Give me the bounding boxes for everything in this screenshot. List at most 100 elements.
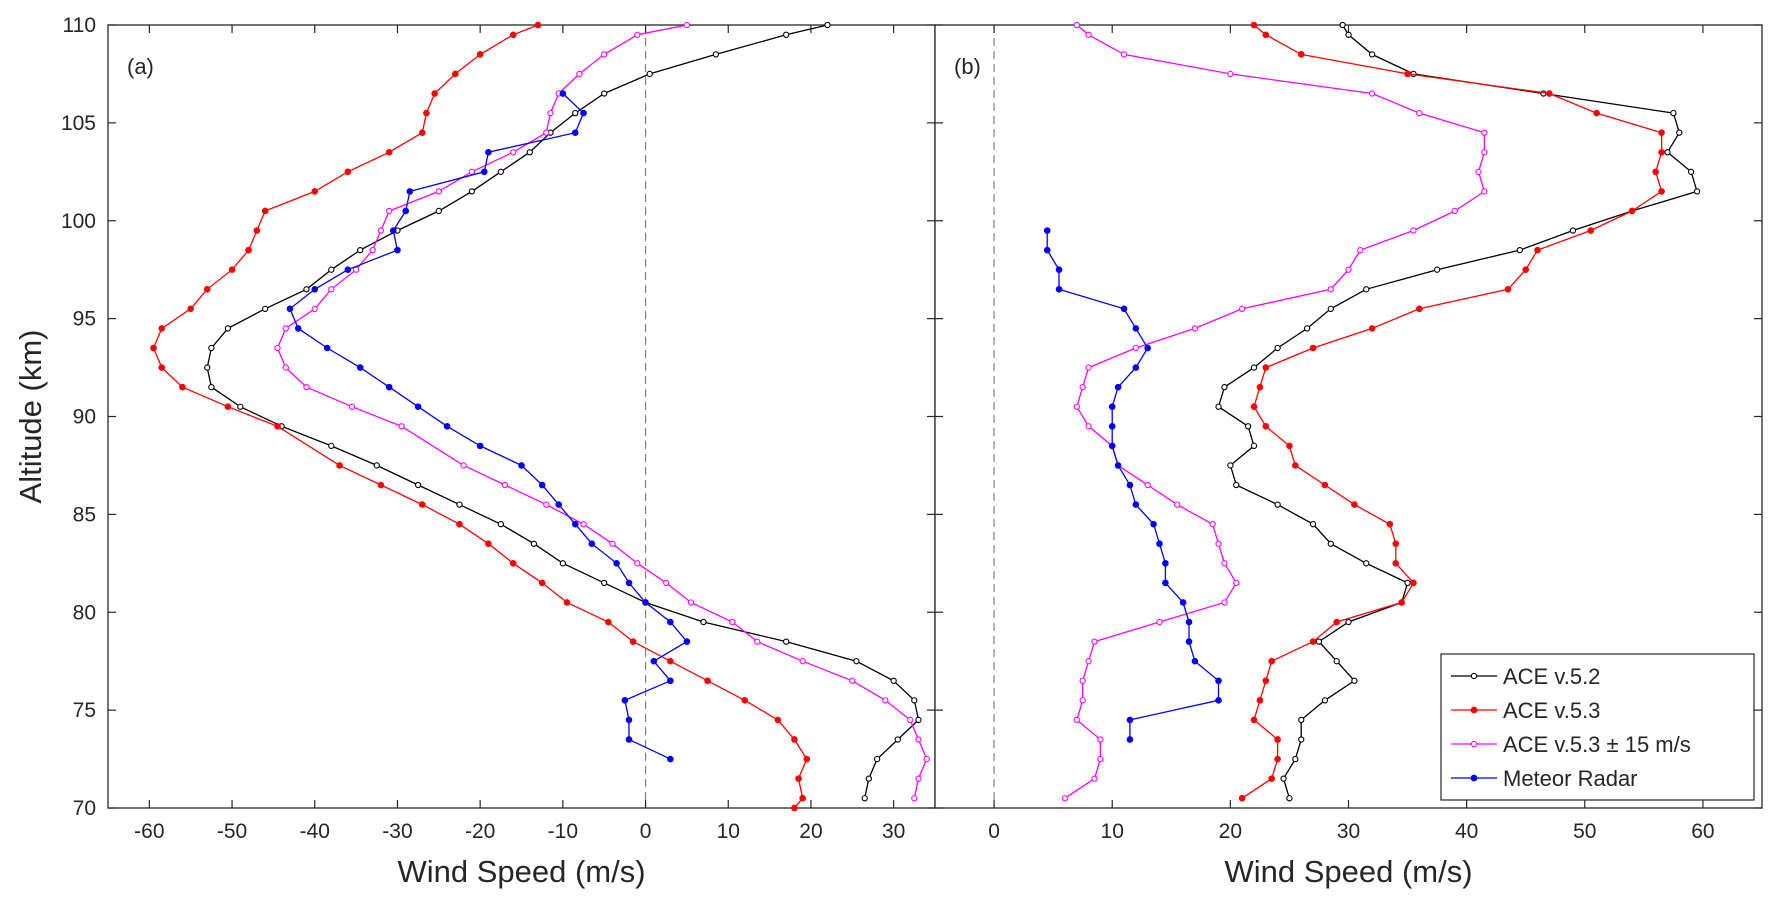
panel-b-series-ace-v-5-3-point [1351, 501, 1358, 508]
panel-a-series-ace-v-5-2-point [861, 795, 868, 802]
panel-a-series-meteor-radar-point [555, 501, 563, 508]
panel-b-series-ace-v-5-3-point [1238, 794, 1246, 802]
panel-a-series-ace-v-5-3-point [791, 736, 798, 743]
panel-a-series-ace-v-5-3-15-m-s-point [754, 638, 761, 645]
panel-a-series-ace-v-5-3-point [629, 638, 637, 645]
panel-b-series-ace-v-5-2-point [1286, 795, 1293, 802]
panel-b-series-meteor-radar-point [1126, 736, 1134, 743]
panel-a-series-meteor-radar-point [443, 422, 451, 430]
panel-a-series-ace-v-5-3-point [228, 266, 236, 273]
panel-a-series-ace-v-5-3-point [261, 207, 269, 215]
panel-b-series-ace-v-5-2-point [1569, 227, 1577, 234]
panel-b-series-ace-v-5-2-point [1516, 246, 1523, 254]
panel-b-series-ace-v-5-3-point [1546, 90, 1553, 97]
panel-b-series-ace-v-5-3-15-m-s-point [1481, 149, 1488, 156]
panel-a-series-ace-v-5-3-point [485, 540, 492, 548]
panel-a-series-ace-v-5-3-15-m-s-point [369, 246, 376, 254]
panel-a-series-ace-v-5-2-point [261, 305, 269, 312]
panel-b-series-ace-v-5-3-15-m-s-point [1085, 423, 1092, 430]
legend-item-ace-v-5-3-15-m-s-label: ACE v.5.3 ± 15 m/s [1503, 732, 1691, 757]
panel-b-series-ace-v-5-3-point [1309, 344, 1317, 352]
panel-a-series-ace-v-5-3-point [311, 188, 319, 195]
panel-a-series-ace-v-5-3-15-m-s-point [303, 383, 310, 391]
panel-a-series-meteor-radar-point [625, 736, 633, 743]
panel-b-series-ace-v-5-3-point [1522, 266, 1530, 273]
panel-b-series-ace-v-5-3-15-m-s-point [1085, 364, 1092, 371]
panel-a-plot-area [107, 24, 936, 809]
panel-b-series-ace-v-5-3-15-m-s-point [1239, 305, 1246, 312]
panel-b-series-ace-v-5-3-point [1410, 579, 1417, 587]
panel-b-series-ace-v-5-3-15-m-s-point [1209, 521, 1216, 528]
panel-a-series-meteor-radar-point [625, 579, 633, 587]
panel-a-series-ace-v-5-3-15-m-s-point [634, 31, 641, 38]
panel-b-series-ace-v-5-3-15-m-s-point [1191, 325, 1199, 332]
panel-a-series-meteor-radar-point [613, 560, 620, 567]
panel-a-series-ace-v-5-3-15-m-s-point [274, 344, 281, 352]
panel-a-y-tick-label: 100 [61, 210, 96, 233]
panel-a-series-ace-v-5-3-point [431, 90, 438, 97]
panel-b-series-meteor-radar-point [1132, 364, 1140, 371]
panel-b-series-ace-v-5-3-15-m-s-point [1368, 90, 1376, 97]
panel-b-series-ace-v-5-3-point [1297, 51, 1305, 58]
panel-b-series-ace-v-5-2-point [1345, 31, 1352, 38]
panel-a-series-ace-v-5-2-point [497, 168, 504, 175]
panel-a-series-ace-v-5-2-point [357, 246, 364, 254]
panel-a-series-ace-v-5-2-point [328, 442, 335, 450]
panel-b-series-meteor-radar-point [1162, 579, 1169, 587]
panel-b-series-ace-v-5-3-15-m-s-point [1085, 31, 1092, 38]
panel-b-series-ace-v-5-2-point [1351, 677, 1358, 684]
panel-a-series-ace-v-5-3-15-m-s-point [849, 677, 856, 684]
panel-a-series-ace-v-5-3-point [179, 383, 186, 391]
panel-b-series-ace-v-5-3-point [1309, 638, 1317, 645]
panel-a-series-ace-v-5-2-point [890, 677, 897, 684]
panel-a-series-meteor-radar-point [286, 305, 294, 313]
panel-a-x-tick-label: 20 [799, 820, 822, 843]
panel-a-series-ace-v-5-3-15-m-s-point [601, 51, 608, 58]
panel-b-series-meteor-radar-point [1114, 383, 1122, 391]
panel-a-series-ace-v-5-2-point [915, 716, 922, 724]
panel-a-series-ace-v-5-3-point [158, 364, 166, 371]
panel-a-series-meteor-radar-point [621, 697, 629, 704]
panel-b-series-meteor-radar-point [1043, 246, 1051, 254]
panel-a-series-ace-v-5-3-point [253, 227, 261, 234]
panel-a-series-meteor-radar-point [580, 109, 587, 117]
panel-b-series-ace-v-5-3-15-m-s-point [1132, 344, 1139, 352]
panel-a-series-meteor-radar-point [518, 462, 525, 469]
panel-b-series-ace-v-5-2-point [1321, 697, 1329, 704]
panel-b-series-ace-v-5-2-point [1250, 364, 1258, 371]
panel-b-series-ace-v-5-3-point [1333, 618, 1340, 626]
panel-a-series-meteor-radar-point [588, 540, 596, 548]
panel-b-series-ace-v-5-3-point [1416, 305, 1423, 313]
panel-b-x-axis-label: Wind Speed (m/s) [1224, 854, 1472, 889]
panel-a-series-ace-v-5-2-point [824, 21, 831, 29]
panel-b-series-ace-v-5-3-15-m-s-point [1079, 383, 1086, 391]
panel-b-series-meteor-radar-point [1156, 540, 1163, 548]
panel-a-x-tick-label: 0 [640, 820, 652, 843]
panel-a-series-ace-v-5-3-15-m-s-point [398, 423, 405, 430]
panel-a-series-ace-v-5-3-15-m-s-point [547, 109, 554, 117]
panel-b-series-ace-v-5-3-point [1274, 755, 1281, 763]
panel-b-series-ace-v-5-3-15-m-s-point [1091, 638, 1098, 645]
panel-a-series-ace-v-5-3-point [377, 481, 385, 489]
panel-b-series-ace-v-5-2-point [1368, 51, 1376, 58]
panel-b-series-ace-v-5-3-point [1321, 481, 1329, 489]
panel-a-series-ace-v-5-2-point [208, 344, 215, 352]
panel-b-series-ace-v-5-3-15-m-s-point [1097, 755, 1104, 763]
panel-b-series-ace-v-5-2-point [1292, 755, 1299, 763]
panel-b-series-ace-v-5-3-15-m-s-point [1144, 481, 1151, 489]
panel-b-series-meteor-radar-point [1215, 697, 1222, 704]
panel-b-series-ace-v-5-3-15-m-s-point [1357, 246, 1364, 254]
legend-item-ace-v-5-2-label: ACE v.5.2 [1503, 664, 1600, 689]
panel-a-series-ace-v-5-3-15-m-s-point [328, 286, 335, 293]
panel-a-series-meteor-radar-point [571, 520, 579, 528]
panel-a-series-meteor-radar-point [667, 755, 674, 763]
panel-b-series-meteor-radar-point [1191, 657, 1199, 665]
panel-b-series-ace-v-5-3-point [1262, 31, 1270, 39]
panel-a-series-ace-v-5-2-point [435, 207, 442, 215]
panel-a-series-meteor-radar-point [625, 716, 633, 724]
panel-b-series-meteor-radar-point [1043, 227, 1051, 234]
panel-b-series-ace-v-5-2-point [1244, 423, 1252, 430]
panel-a-series-ace-v-5-3-15-m-s-point [460, 462, 467, 469]
panel-a-series-ace-v-5-3-15-m-s-point [915, 736, 922, 743]
panel-a-series-ace-v-5-2-point [237, 403, 244, 410]
